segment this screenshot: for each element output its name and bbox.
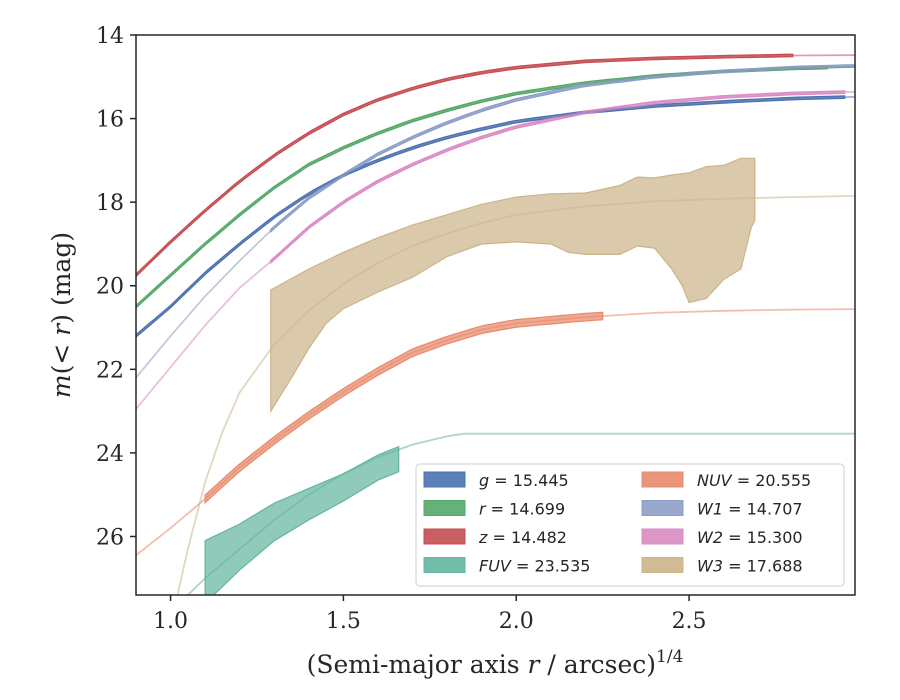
- legend-swatch-z: [423, 528, 466, 545]
- legend-label-w1: W1 = 14.707: [697, 500, 803, 519]
- legend: g = 15.445 r = 14.699 z = 14.482 FUV = 23.5…: [415, 463, 845, 587]
- legend-label-z: z = 14.482: [478, 528, 567, 547]
- model-line-z: [136, 54, 855, 276]
- y-tick-label: 26: [96, 525, 124, 550]
- legend-label-g: g = 15.445: [479, 471, 569, 490]
- model-line-w1: [136, 65, 855, 379]
- legend-swatch-w2: [641, 528, 684, 545]
- y-tick-label: 14: [96, 24, 124, 49]
- y-tick-label: 24: [96, 442, 124, 467]
- legend-label-w3: W3 = 17.688: [697, 557, 803, 576]
- legend-swatch-nuv: [641, 471, 684, 488]
- band-nuv: [204, 311, 604, 504]
- x-axis-label: (Semi-major axis r / arcsec)1/4: [307, 647, 684, 679]
- band-fuv: [204, 445, 400, 595]
- band-g: [136, 95, 846, 338]
- x-tick-label: 2.5: [672, 609, 707, 634]
- model-line-nuv: [136, 308, 855, 557]
- legend-swatch-w1: [641, 500, 684, 516]
- series-layer: [136, 53, 855, 595]
- band-z: [136, 53, 794, 278]
- legend-box: [415, 463, 845, 587]
- legend-swatch-fuv: [423, 557, 466, 573]
- legend-swatch-w3: [641, 557, 684, 573]
- band-w3: [270, 157, 756, 414]
- y-tick-label: 22: [96, 358, 124, 383]
- legend-label-w2: W2 = 15.300: [697, 528, 803, 547]
- model-line-fuv: [186, 432, 855, 595]
- model-line-w3: [176, 195, 855, 595]
- legend-swatch-g: [423, 471, 466, 488]
- x-axis: 1.0 1.5 2.0 2.5: [153, 595, 707, 634]
- x-tick-label: 1.0: [153, 609, 188, 634]
- x-tick-label: 1.5: [326, 609, 361, 634]
- legend-swatch-r: [423, 500, 466, 516]
- legend-label-fuv: FUV = 23.535: [479, 557, 590, 576]
- y-tick-label: 16: [96, 108, 124, 133]
- y-tick-label: 20: [96, 275, 124, 300]
- y-axis-label: m(< r) (mag): [47, 232, 76, 398]
- legend-label-nuv: NUV = 20.555: [697, 471, 811, 490]
- x-tick-label: 2.0: [499, 609, 534, 634]
- plot-frame: [135, 34, 856, 596]
- model-line-w2: [136, 90, 855, 410]
- model-line-g: [136, 96, 855, 337]
- band-w1: [270, 64, 855, 234]
- y-axis: 14 16 18 20 22 24 26: [96, 24, 136, 550]
- legend-label-r: r = 14.699: [479, 500, 565, 519]
- y-tick-label: 18: [96, 191, 124, 216]
